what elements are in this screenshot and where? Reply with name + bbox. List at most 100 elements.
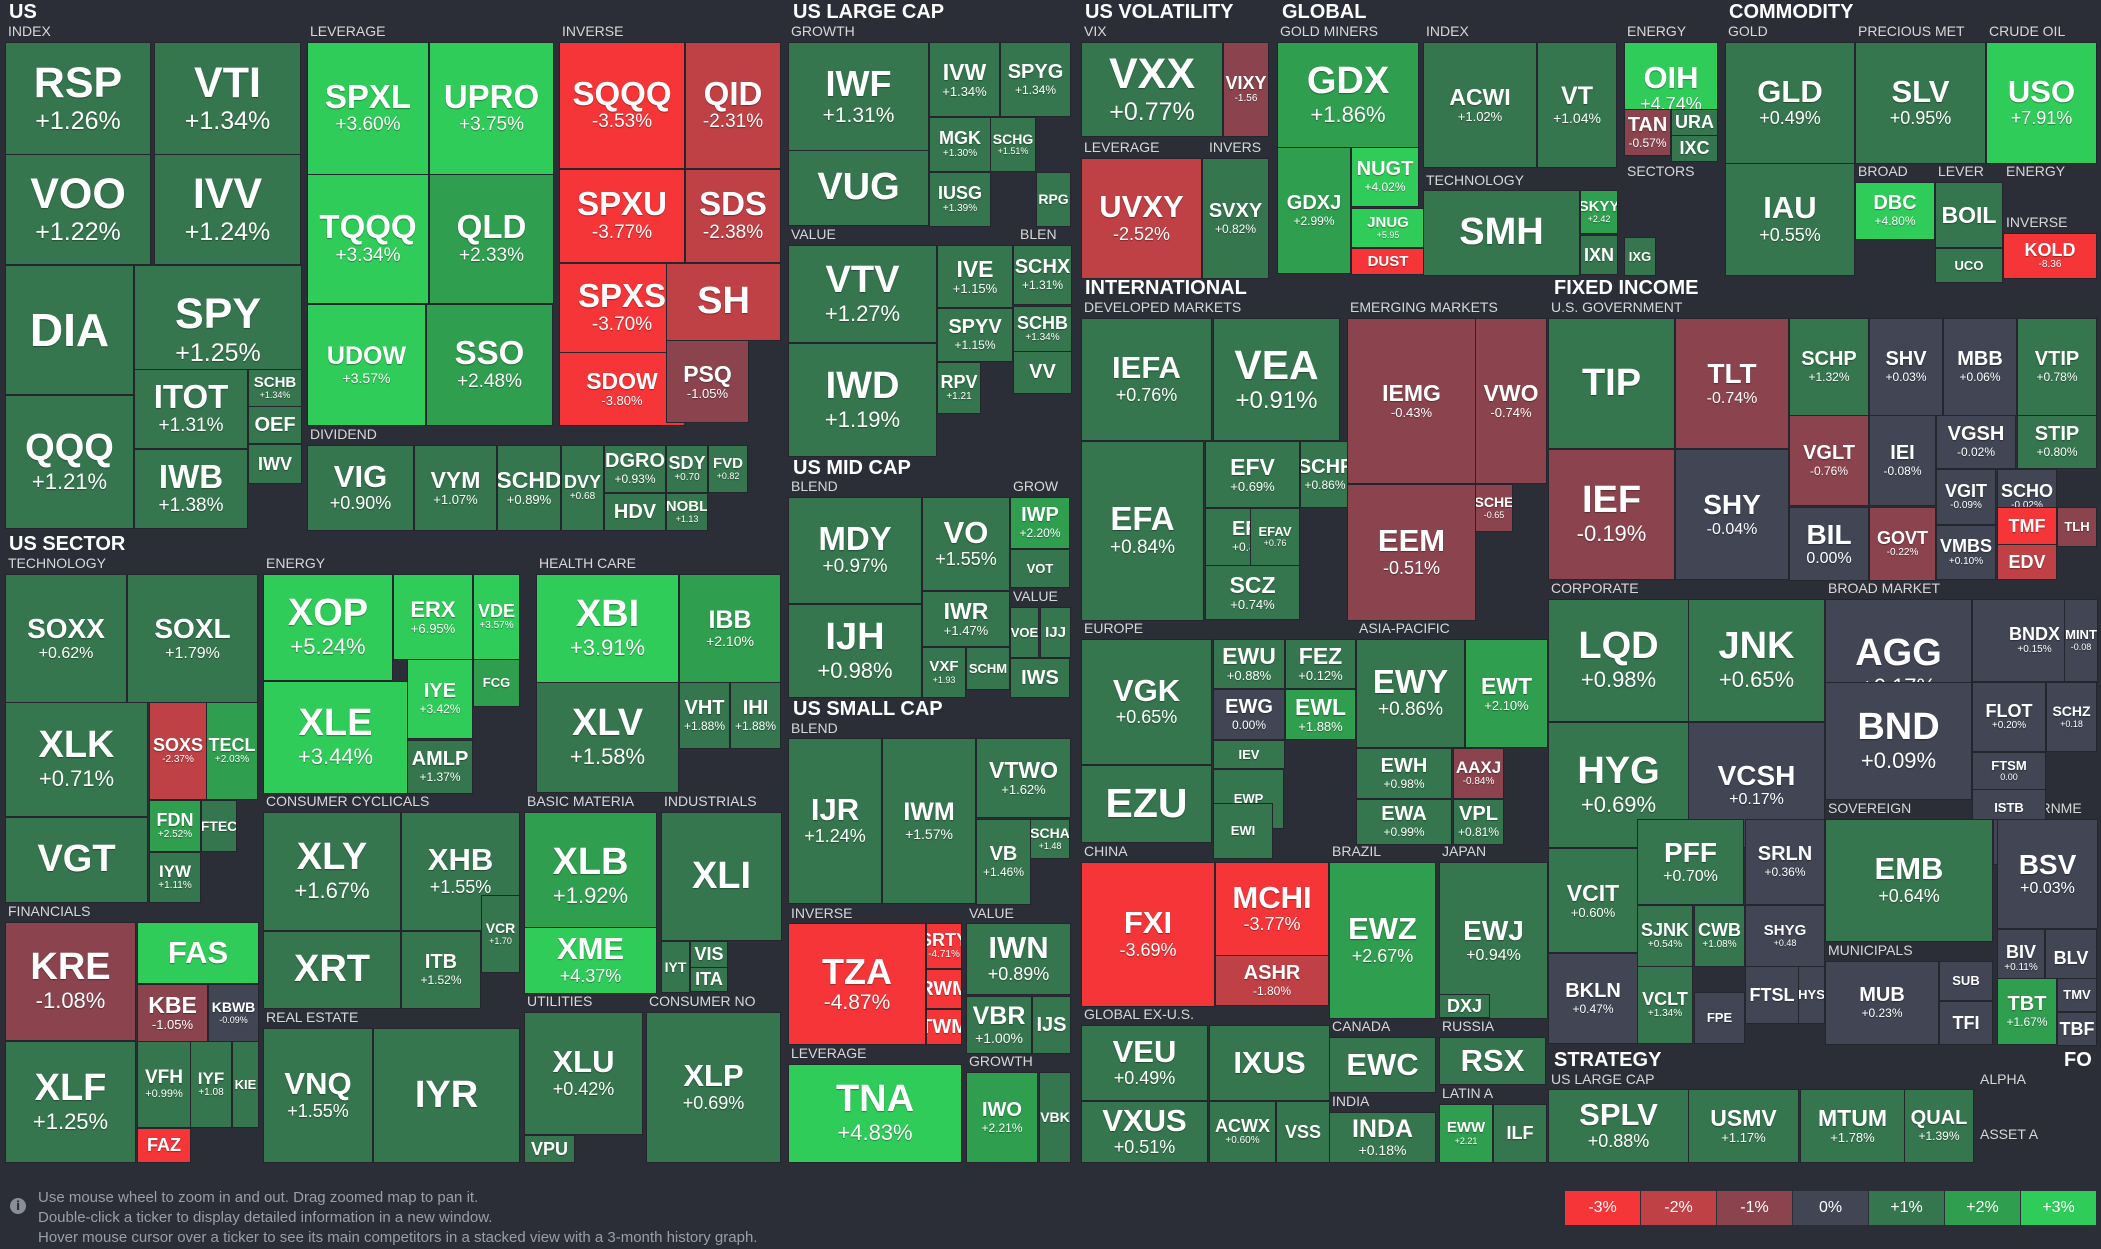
ticker-tile-xrt[interactable]: XRT	[263, 931, 401, 1009]
ticker-tile-vtv[interactable]: VTV +1.27%	[788, 245, 937, 343]
ticker-tile-bnd[interactable]: BND +0.09%	[1825, 682, 1972, 800]
ticker-tile-iwn[interactable]: IWN +0.89%	[966, 923, 1071, 995]
ticker-tile-dvy[interactable]: DVY +0.68	[561, 445, 604, 531]
ticker-tile-vtwo[interactable]: VTWO +1.62%	[976, 738, 1071, 818]
ticker-tile-nugt[interactable]: NUGT +4.02%	[1351, 147, 1419, 207]
ticker-tile-bkln[interactable]: BKLN +0.47%	[1548, 953, 1638, 1044]
ticker-tile-tna[interactable]: TNA +4.83%	[788, 1064, 962, 1163]
ticker-tile-iyt[interactable]: IYT	[661, 941, 690, 993]
ticker-tile-ewa[interactable]: EWA +0.99%	[1356, 799, 1452, 845]
ticker-tile-iau[interactable]: IAU +0.55%	[1725, 163, 1855, 276]
ticker-tile-ita[interactable]: ITA	[690, 967, 728, 992]
ticker-tile-sjnk[interactable]: SJNK +0.54%	[1637, 905, 1693, 967]
ticker-tile-inda[interactable]: INDA +0.18%	[1329, 1112, 1436, 1163]
ticker-tile-schd[interactable]: SCHD +0.89%	[497, 445, 561, 531]
ticker-tile-pff[interactable]: PFF +0.70%	[1637, 819, 1744, 905]
ticker-tile-dgro[interactable]: DGRO +0.93%	[604, 445, 666, 493]
ticker-tile-ijr[interactable]: IJR +1.24%	[788, 738, 882, 904]
ticker-tile-ijs[interactable]: IJS	[1032, 996, 1071, 1054]
ticker-tile-ixc[interactable]: IXC	[1671, 135, 1718, 162]
ticker-tile-qqq[interactable]: QQQ +1.21%	[5, 395, 134, 529]
ticker-tile-flot[interactable]: FLOT +0.20%	[1972, 682, 2046, 752]
ticker-tile-uco[interactable]: UCO	[1935, 248, 2003, 283]
ticker-tile-sub[interactable]: SUB	[1939, 961, 1993, 1001]
ticker-tile-vxf[interactable]: VXF +1.93	[922, 647, 966, 698]
ticker-tile-tqqq[interactable]: TQQQ +3.34%	[307, 174, 429, 304]
ticker-tile-ixus[interactable]: IXUS	[1209, 1025, 1330, 1101]
ticker-tile-cwb[interactable]: CWB +1.08%	[1694, 905, 1745, 967]
ticker-tile-spxl[interactable]: SPXL +3.60%	[307, 42, 429, 175]
ticker-tile-schb[interactable]: SCHB +1.34%	[248, 369, 302, 407]
ticker-tile-ftsl[interactable]: FTSL	[1745, 966, 1799, 1024]
ticker-tile-iusg[interactable]: IUSG +1.39%	[929, 172, 991, 227]
ticker-tile-iwr[interactable]: IWR +1.47%	[922, 591, 1010, 647]
ticker-tile-spxu[interactable]: SPXU -3.77%	[559, 169, 685, 263]
ticker-tile-ewt[interactable]: EWT +2.10%	[1465, 639, 1548, 748]
ticker-tile-ive[interactable]: IVE +1.15%	[937, 245, 1013, 308]
ticker-tile-veu[interactable]: VEU +0.49%	[1081, 1025, 1208, 1101]
ticker-tile-ewh[interactable]: EWH +0.98%	[1356, 748, 1452, 799]
ticker-tile-upro[interactable]: UPRO +3.75%	[429, 42, 554, 175]
ticker-tile-schg[interactable]: SCHG +1.51%	[990, 117, 1036, 172]
ticker-tile-scz[interactable]: SCZ +0.74%	[1205, 565, 1300, 620]
ticker-tile-scha[interactable]: SCHA +1.48	[1030, 819, 1070, 859]
ticker-tile-spyg[interactable]: SPYG +1.34%	[1000, 42, 1071, 117]
ticker-tile-fcg[interactable]: FCG	[473, 659, 520, 707]
ticker-tile-udow[interactable]: UDOW +3.57%	[307, 304, 426, 426]
ticker-tile-iyw[interactable]: IYW +1.11%	[149, 852, 201, 903]
ticker-tile-dbc[interactable]: DBC +4.80%	[1855, 182, 1935, 240]
ticker-tile-soxx[interactable]: SOXX +0.62%	[5, 574, 127, 703]
ticker-tile-ewl[interactable]: EWL +1.88%	[1285, 689, 1356, 740]
ticker-tile-gdxj[interactable]: GDXJ +2.99%	[1277, 147, 1351, 274]
ticker-tile-soxl[interactable]: SOXL +1.79%	[127, 574, 258, 703]
ticker-tile-dxj[interactable]: DXJ	[1439, 994, 1490, 1018]
ticker-tile-fdn[interactable]: FDN +2.52%	[149, 800, 201, 852]
ticker-tile-vtip[interactable]: VTIP +0.78%	[2017, 318, 2097, 416]
ticker-tile-xlf[interactable]: XLF +1.25%	[5, 1041, 136, 1163]
ticker-tile-xop[interactable]: XOP +5.24%	[263, 574, 393, 681]
ticker-tile-xlv[interactable]: XLV +1.58%	[536, 682, 679, 793]
ticker-tile-vpu[interactable]: VPU	[524, 1135, 575, 1163]
ticker-tile-sdy[interactable]: SDY +0.70	[666, 445, 708, 493]
ticker-tile-uvxy[interactable]: UVXY -2.52%	[1081, 158, 1202, 279]
ticker-tile-sds[interactable]: SDS -2.38%	[685, 169, 781, 263]
ticker-tile-qid[interactable]: QID -2.31%	[685, 42, 781, 169]
ticker-tile-ief[interactable]: IEF -0.19%	[1548, 449, 1675, 580]
ticker-tile-sh[interactable]: SH	[666, 263, 781, 341]
ticker-tile-schz[interactable]: SCHZ +0.18	[2046, 682, 2097, 752]
ticker-tile-dia[interactable]: DIA	[5, 265, 134, 395]
ticker-tile-vss[interactable]: VSS	[1276, 1101, 1330, 1163]
ticker-tile-tlh[interactable]: TLH	[2057, 507, 2097, 547]
ticker-tile-xme[interactable]: XME +4.37%	[524, 927, 657, 994]
ticker-tile-rsx[interactable]: RSX	[1439, 1037, 1546, 1085]
ticker-tile-smh[interactable]: SMH	[1423, 190, 1580, 276]
ticker-tile-twm[interactable]: TWM	[926, 1009, 962, 1045]
ticker-tile-vt[interactable]: VT +1.04%	[1537, 42, 1617, 168]
ticker-tile-vxx[interactable]: VXX +0.77%	[1081, 42, 1223, 137]
ticker-tile-nobl[interactable]: NOBL +1.13	[666, 493, 708, 531]
ticker-tile-amlp[interactable]: AMLP +1.37%	[407, 740, 473, 794]
ticker-tile-vnq[interactable]: VNQ +1.55%	[263, 1028, 373, 1163]
ticker-tile-acwi[interactable]: ACWI +1.02%	[1423, 42, 1537, 168]
ticker-tile-bsv[interactable]: BSV +0.03%	[1997, 819, 2098, 929]
ticker-tile-govt[interactable]: GOVT -0.22%	[1869, 507, 1936, 581]
ticker-tile-iwp[interactable]: IWP +2.20%	[1010, 497, 1070, 549]
ticker-tile-rpg[interactable]: RPG	[1036, 172, 1071, 227]
ticker-tile-voe[interactable]: VOE	[1010, 607, 1039, 658]
ticker-tile-usmv[interactable]: USMV +1.17%	[1688, 1089, 1799, 1163]
ticker-tile-hys[interactable]: HYS	[1798, 966, 1825, 1024]
ticker-tile-itot[interactable]: ITOT +1.31%	[134, 369, 248, 449]
ticker-tile-vgit[interactable]: VGIT -0.09%	[1936, 469, 1996, 525]
ticker-tile-tfi[interactable]: TFI	[1939, 1001, 1993, 1045]
ticker-tile-vea[interactable]: VEA +0.91%	[1213, 318, 1340, 441]
ticker-tile-ivv[interactable]: IVV +1.24%	[154, 154, 301, 265]
ticker-tile-mint[interactable]: MINT -0.08	[2064, 599, 2098, 682]
ticker-tile-iwv[interactable]: IWV	[248, 444, 302, 484]
ticker-tile-emb[interactable]: EMB +0.64%	[1825, 819, 1993, 942]
ticker-tile-fas[interactable]: FAS	[137, 922, 259, 984]
ticker-tile-shy[interactable]: SHY -0.04%	[1675, 449, 1789, 580]
ticker-tile-ftec[interactable]: FTEC	[201, 800, 237, 852]
ticker-tile-vbr[interactable]: VBR +1.00%	[966, 996, 1032, 1054]
ticker-tile-mgk[interactable]: MGK +1.30%	[929, 117, 991, 172]
